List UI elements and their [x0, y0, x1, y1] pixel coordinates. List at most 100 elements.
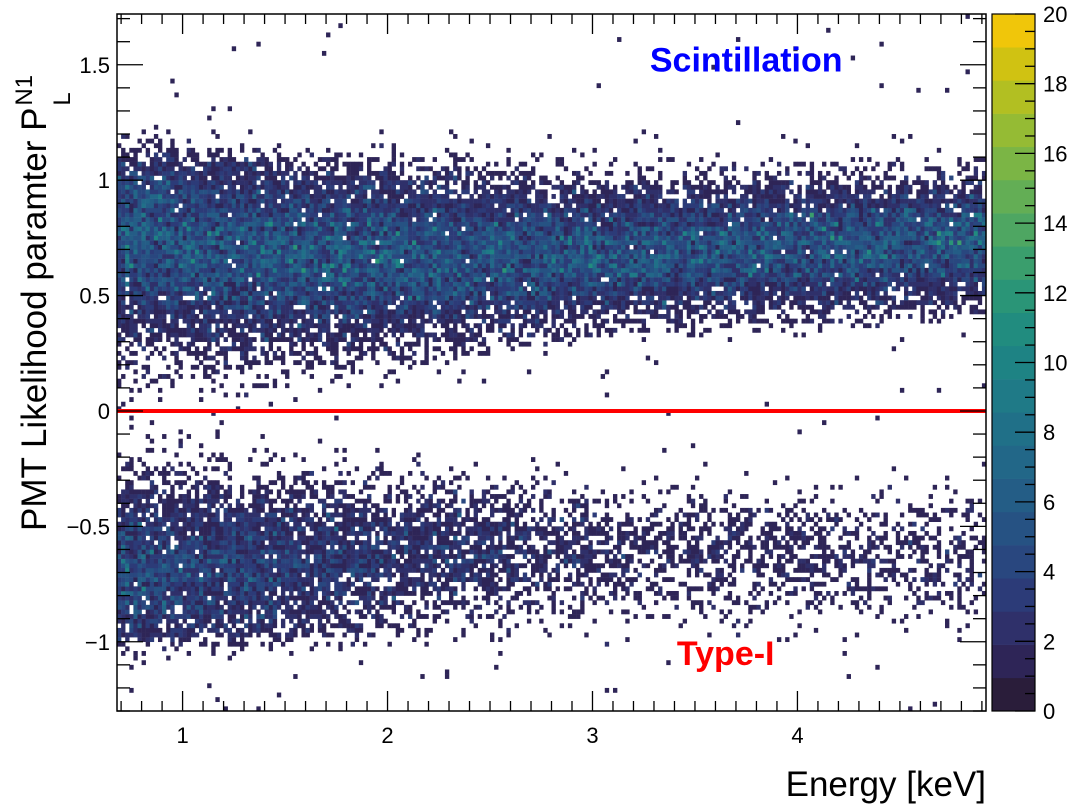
heatmap-cell: [330, 378, 335, 384]
heatmap-cell: [190, 152, 196, 158]
heatmap-cell: [375, 567, 380, 573]
heatmap-cell: [326, 235, 331, 241]
heatmap-cell: [346, 272, 351, 278]
heatmap-cell: [162, 563, 167, 569]
heatmap-cell: [330, 360, 335, 366]
heatmap-cell: [121, 577, 126, 583]
heatmap-cell: [276, 207, 282, 213]
heatmap-cell: [268, 540, 274, 546]
heatmap-cell: [371, 350, 376, 356]
heatmap-cell: [264, 549, 269, 555]
heatmap-cell: [399, 323, 405, 329]
heatmap-cell: [297, 309, 302, 315]
heatmap-cell: [362, 484, 368, 490]
heatmap-cell: [280, 581, 286, 587]
heatmap-cell: [326, 249, 331, 255]
heatmap-cell: [141, 249, 146, 255]
heatmap-cell: [358, 623, 364, 629]
heatmap-cell: [244, 360, 249, 366]
heatmap-cell: [153, 526, 159, 532]
heatmap-cell: [272, 614, 278, 619]
heatmap-cell: [289, 498, 294, 504]
heatmap-cell: [244, 341, 249, 347]
heatmap-cell: [162, 577, 167, 583]
heatmap-cell: [137, 254, 142, 259]
heatmap-cell: [289, 489, 294, 495]
heatmap-cell: [256, 235, 261, 241]
heatmap-cell: [276, 544, 282, 550]
heatmap-cell: [309, 258, 315, 264]
heatmap-cell: [367, 549, 372, 555]
heatmap-cell: [211, 295, 216, 301]
heatmap-cell: [219, 207, 224, 213]
heatmap-cell: [334, 226, 339, 232]
heatmap-cell: [260, 517, 265, 522]
heatmap-cell: [346, 567, 351, 573]
heatmap-cell: [338, 175, 343, 181]
heatmap-cell: [215, 341, 220, 347]
heatmap-cell: [276, 521, 282, 527]
heatmap-cell: [121, 650, 126, 656]
heatmap-cell: [219, 235, 224, 241]
heatmap-cell: [149, 235, 155, 241]
heatmap-cell: [301, 180, 306, 186]
heatmap-cell: [260, 207, 265, 213]
heatmap-cell: [354, 230, 360, 236]
heatmap-cell: [383, 595, 388, 601]
heatmap-cell: [272, 189, 278, 195]
heatmap-cell: [223, 240, 228, 246]
heatmap-cell: [301, 369, 306, 375]
heatmap-cell: [207, 364, 212, 370]
heatmap-cell: [244, 189, 249, 195]
heatmap-cell: [227, 254, 233, 259]
heatmap-cell: [301, 184, 306, 190]
heatmap-cell: [186, 590, 192, 596]
heatmap-cell: [264, 221, 269, 227]
heatmap-cell: [137, 304, 142, 310]
heatmap-cell: [305, 194, 310, 199]
heatmap-cell: [129, 147, 134, 153]
heatmap-cell: [133, 369, 138, 375]
heatmap-cell: [367, 203, 372, 209]
heatmap-cell: [182, 581, 187, 587]
heatmap-cell: [211, 554, 216, 559]
heatmap-cell: [121, 295, 126, 301]
heatmap-cell: [207, 147, 212, 153]
heatmap-cell: [162, 503, 167, 509]
heatmap-cell: [219, 203, 224, 209]
heatmap-cell: [268, 341, 274, 347]
heatmap-cell: [178, 170, 183, 176]
heatmap-cell: [301, 277, 306, 282]
heatmap-cell: [194, 600, 200, 606]
heatmap-cell: [268, 507, 274, 513]
heatmap-cell: [153, 189, 159, 195]
heatmap-cell: [268, 457, 274, 462]
heatmap-cell: [280, 203, 286, 209]
heatmap-cell: [383, 507, 388, 513]
heatmap-cell: [399, 586, 405, 592]
heatmap-cell: [252, 563, 257, 569]
heatmap-cell: [117, 590, 122, 596]
heatmap-cell: [391, 332, 396, 338]
heatmap-cell: [145, 470, 151, 476]
heatmap-cell: [362, 272, 368, 278]
heatmap-cell: [215, 161, 220, 167]
heatmap-cell: [289, 258, 294, 264]
heatmap-cell: [145, 281, 151, 287]
heatmap-cell: [129, 170, 134, 176]
heatmap-cell: [350, 530, 355, 536]
heatmap-cell: [231, 267, 237, 273]
heatmap-cell: [334, 374, 339, 379]
heatmap-cell: [280, 300, 286, 306]
heatmap-cell: [313, 512, 319, 518]
heatmap-cell: [371, 235, 376, 241]
heatmap-cell: [207, 267, 212, 273]
heatmap-cell: [285, 337, 290, 342]
heatmap-cell: [264, 235, 269, 241]
heatmap-cell: [252, 572, 257, 578]
heatmap-cell: [239, 600, 245, 606]
heatmap-cell: [125, 184, 130, 190]
heatmap-cell: [297, 332, 302, 338]
heatmap-cell: [145, 314, 151, 319]
heatmap-cell: [239, 614, 245, 619]
